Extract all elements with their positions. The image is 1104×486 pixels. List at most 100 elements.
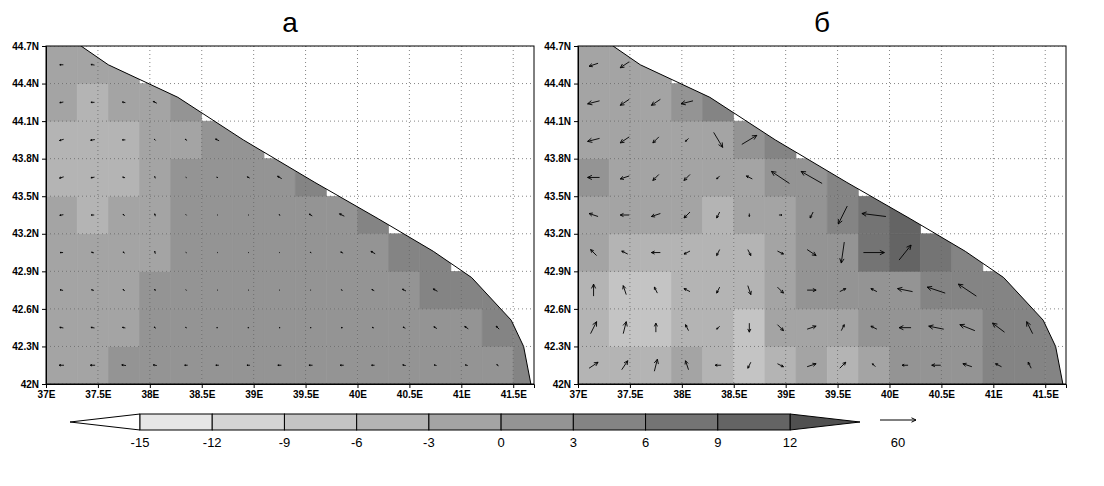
vector-arrow	[653, 137, 659, 143]
vector-arrow	[651, 251, 660, 254]
vector-arrow	[840, 289, 846, 292]
field-cell	[233, 234, 264, 272]
field-cell	[77, 271, 108, 309]
tick-mark	[357, 384, 358, 388]
colorbar-label: 0	[497, 435, 504, 450]
field-cell	[295, 309, 326, 347]
colorbar-label: 3	[570, 435, 577, 450]
colorbar-extension	[70, 414, 140, 430]
field-cell	[233, 159, 264, 197]
field-cell	[671, 121, 702, 159]
tick-mark	[98, 384, 99, 388]
vector-arrow	[777, 251, 783, 254]
vector-arrow	[840, 362, 846, 368]
field-cell	[640, 159, 671, 197]
vector-arrow	[90, 364, 95, 366]
vector-arrow	[620, 99, 629, 105]
tick: 43.2N	[12, 228, 46, 239]
field-cell	[451, 346, 482, 384]
field-cell	[171, 159, 202, 197]
field-cell	[46, 196, 77, 234]
field-cell	[202, 159, 233, 197]
field-cell	[451, 309, 482, 347]
grid-line	[578, 271, 1066, 272]
vector-arrow	[651, 99, 660, 105]
vector-arrow	[589, 362, 598, 368]
field-cell	[77, 159, 108, 197]
vector-arrow	[372, 365, 375, 366]
tick-mark	[42, 271, 46, 272]
vector-arrow	[186, 327, 187, 329]
field-cell	[202, 234, 233, 272]
field-cell	[108, 159, 139, 197]
tick-label: 41E	[985, 389, 1003, 400]
tick: 37E	[570, 384, 588, 400]
tick: 38E	[141, 384, 159, 400]
field-cell	[171, 121, 202, 159]
tick: 39E	[245, 384, 263, 400]
field-cell	[796, 234, 827, 272]
grid-line	[578, 233, 1066, 234]
grid-line	[46, 233, 534, 234]
vector-arrow	[591, 250, 597, 256]
vector-arrow	[717, 287, 720, 293]
field-cell	[171, 346, 202, 384]
tick-mark	[574, 346, 578, 347]
coastline	[72, 46, 531, 384]
tick: 43.2N	[544, 228, 578, 239]
vector-arrow	[185, 252, 187, 254]
tick: 39E	[777, 384, 795, 400]
tick-mark	[889, 384, 890, 388]
axis: 37E37.5E38E38.5E39E39.5E40E40.5E41E41.5E	[38, 384, 535, 400]
tick-mark	[993, 384, 994, 388]
colorbar-bin	[284, 414, 356, 430]
field-cell	[952, 346, 983, 384]
field-cell	[108, 121, 139, 159]
vector-arrow	[929, 325, 944, 329]
field-cell	[578, 196, 609, 234]
field-cell	[139, 159, 170, 197]
grid-line	[46, 308, 534, 309]
vector-arrow	[248, 290, 250, 291]
colorbar-label: 12	[783, 435, 797, 450]
tick: 41.5E	[501, 384, 527, 400]
vector-arrow	[1027, 322, 1033, 334]
field-cell	[796, 271, 827, 309]
field-cell	[264, 271, 295, 309]
vectors	[588, 62, 1033, 371]
vector-arrow	[217, 177, 218, 179]
field-cell	[858, 271, 889, 309]
tick-mark	[574, 121, 578, 122]
vector-arrow	[863, 250, 884, 254]
panel: 37E37.5E38E38.5E39E39.5E40E40.5E41E41.5E…	[12, 7, 554, 400]
vector-arrow	[623, 322, 627, 334]
tick-label: 40E	[881, 389, 899, 400]
vector-arrow	[779, 214, 782, 215]
vector-arrow	[217, 252, 219, 253]
colorbar: -15-12-9-6-3036912	[70, 414, 860, 450]
field-cell	[734, 309, 765, 347]
tick-mark	[42, 159, 46, 160]
tick-mark	[941, 384, 942, 388]
vector-arrow	[862, 212, 886, 217]
vector-arrow	[279, 252, 281, 253]
vector-arrow	[403, 365, 406, 366]
tick: 44.1N	[544, 116, 578, 127]
field-cell	[578, 84, 609, 122]
field-cell	[77, 84, 108, 122]
field-cell	[921, 309, 952, 347]
tick: 40.5E	[397, 384, 423, 400]
tick-label: 42.3N	[12, 341, 39, 352]
field-cell	[765, 234, 796, 272]
vector-arrow	[216, 139, 220, 141]
field-cell	[482, 346, 513, 384]
vector-arrow	[715, 364, 721, 366]
tick-label: 38E	[141, 389, 159, 400]
field-cell	[703, 196, 734, 234]
vector-arrow	[622, 361, 628, 370]
vector-arrow	[217, 214, 219, 215]
vector-arrow	[91, 102, 95, 103]
vector-arrow	[620, 62, 629, 68]
field-cell	[609, 159, 640, 197]
vector-arrow	[681, 101, 693, 105]
